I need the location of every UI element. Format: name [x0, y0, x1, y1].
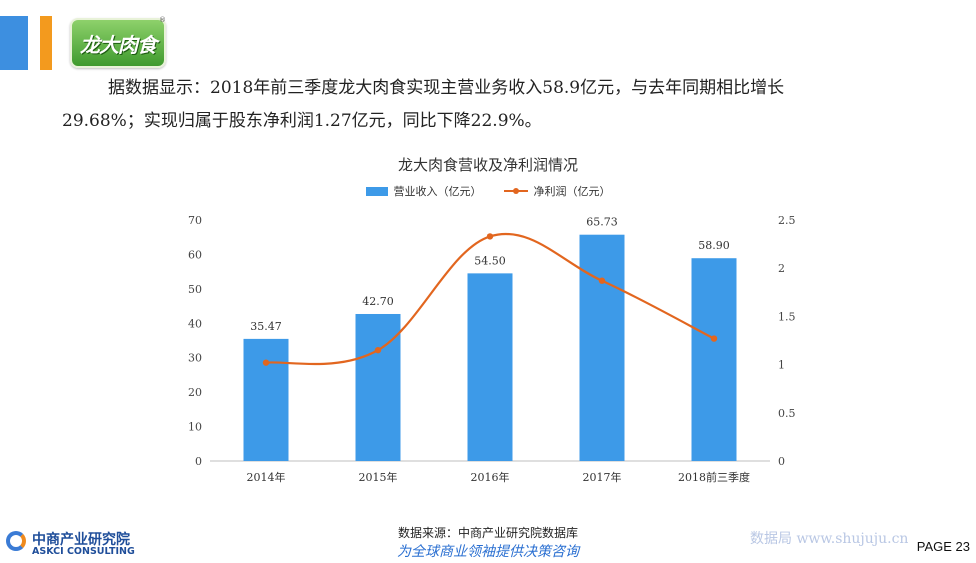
slogan: 为全球商业领袖提供决策咨询	[397, 544, 579, 560]
y-left-tick-label: 40	[188, 317, 202, 330]
x-tick-label: 2018前三季度	[678, 470, 750, 484]
revenue-data-label: 54.50	[474, 254, 506, 267]
profit-point	[710, 335, 718, 342]
revenue-data-label: 42.70	[362, 295, 394, 308]
x-tick-label: 2017年	[583, 470, 622, 484]
y-right-tick-label: 0	[778, 455, 785, 468]
y-left-tick-label: 60	[188, 248, 202, 261]
chart-title: 龙大肉食营收及净利润情况	[397, 156, 578, 174]
legend-label-profit: 净利润（亿元）	[533, 185, 611, 198]
legend-line-swatch	[503, 188, 528, 194]
askci-logo-icon	[6, 531, 26, 551]
y-right-tick-label: 2	[778, 262, 785, 275]
revenue-data-label: 35.47	[250, 320, 282, 333]
y-right-tick-label: 0.5	[778, 407, 796, 420]
profit-point	[374, 346, 382, 354]
legend-label-revenue: 营业收入（亿元）	[393, 185, 482, 198]
watermark: 数据局 www.shujuju.cn	[750, 531, 909, 547]
profit-point	[262, 359, 270, 366]
y-left-tick-label: 50	[188, 283, 202, 296]
y-left-tick-label: 30	[188, 352, 202, 365]
askci-logo-cn: 中商产业研究院	[32, 532, 130, 548]
x-tick-label: 2016年	[471, 470, 510, 484]
x-tick-label: 2015年	[359, 470, 398, 484]
revenue-bar	[691, 258, 737, 461]
revenue-data-label: 58.90	[698, 239, 730, 252]
brand-logo-text: 龙大肉食	[80, 33, 157, 57]
registered-mark: ®	[159, 16, 166, 24]
page-number: PAGE 23	[916, 539, 970, 554]
revenue-bar	[579, 234, 625, 461]
revenue-data-label: 65.73	[586, 216, 618, 229]
profit-point	[486, 233, 494, 240]
legend-bar-swatch	[365, 186, 388, 196]
profit-point	[598, 277, 606, 284]
y-left-tick-label: 10	[188, 421, 202, 434]
y-left-tick-label: 0	[195, 455, 202, 468]
brand-logo: 龙大肉食	[70, 18, 166, 68]
x-tick-label: 2014年	[247, 470, 286, 484]
legend-item-revenue: 营业收入（亿元）	[365, 183, 482, 199]
y-right-tick-label: 1.5	[778, 310, 796, 323]
y-right-tick-label: 1	[778, 359, 785, 372]
revenue-bar	[355, 313, 401, 461]
legend-item-profit: 净利润（亿元）	[503, 183, 611, 199]
chart-legend: 营业收入（亿元） 净利润（亿元）	[0, 183, 976, 199]
askci-logo-en: ASKCI CONSULTING	[32, 546, 135, 557]
summary-line-1: 据数据显示：2018年前三季度龙大肉食实现主营业务收入58.9亿元，与去年同期相…	[108, 78, 785, 98]
header-blue-bar	[0, 16, 28, 70]
summary-paragraph: 据数据显示：2018年前三季度龙大肉食实现主营业务收入58.9亿元，与去年同期相…	[62, 72, 902, 138]
summary-line-2: 29.68%；实现归属于股东净利润1.27亿元，同比下降22.9%。	[62, 111, 542, 131]
revenue-bar	[243, 338, 289, 461]
data-source: 数据来源：中商产业研究院数据库	[397, 526, 578, 540]
y-left-tick-label: 20	[188, 386, 202, 399]
y-right-tick-label: 2.5	[778, 214, 796, 227]
revenue-bar	[467, 273, 513, 461]
y-left-tick-label: 70	[188, 214, 202, 227]
header-orange-bar	[40, 16, 52, 70]
